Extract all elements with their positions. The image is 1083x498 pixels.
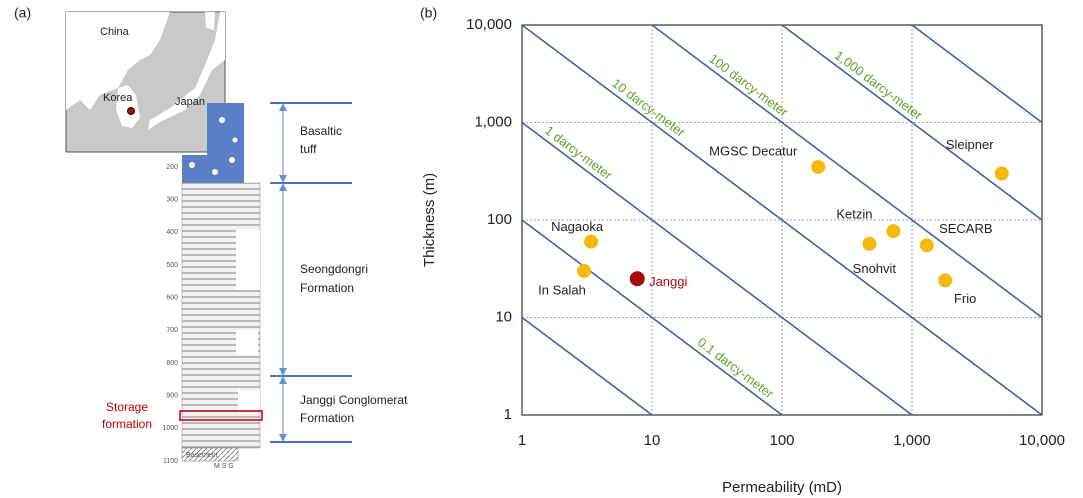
data-point <box>862 236 877 251</box>
depth-tick-label: 600 <box>166 295 178 302</box>
y-tick-label: 1,000 <box>474 113 512 130</box>
map-label: Korea <box>103 92 133 104</box>
x-axis-label: Permeability (mD) <box>722 479 842 496</box>
point-label: Janggi <box>649 274 687 289</box>
data-point <box>584 234 599 249</box>
iso-line <box>651 24 1043 319</box>
depth-tick-label: 700 <box>166 327 178 334</box>
depth-tick-label: 1000 <box>162 425 178 432</box>
point-label: Sleipner <box>946 137 994 152</box>
data-point <box>577 263 592 278</box>
data-point <box>886 224 901 239</box>
point-label: SECARB <box>939 221 992 236</box>
unit-label: Seongdongri <box>300 262 368 276</box>
depth-tick-label: 1100 <box>163 458 178 465</box>
basement-label: Basement <box>186 452 218 459</box>
depth-tick-label: 400 <box>166 229 178 236</box>
y-axis-label: Thickness (m) <box>421 173 438 267</box>
storage-label: formation <box>102 417 152 431</box>
strat-column: Basement M S G Storage formation Basalti… <box>102 102 408 470</box>
x-tick-label: 100 <box>769 432 794 449</box>
data-point <box>919 238 934 253</box>
iso-line <box>521 121 913 416</box>
depth-tick-label: 900 <box>166 393 178 400</box>
data-point <box>938 273 953 288</box>
panel-label: (b) <box>420 5 437 21</box>
iso-line <box>521 316 653 416</box>
iso-label: 100 darcy-meter <box>706 51 791 120</box>
data-point <box>811 159 826 174</box>
data-point <box>994 166 1009 181</box>
unit-label: Basaltic <box>300 124 342 138</box>
iso-label: 10 darcy-meter <box>609 75 688 140</box>
iso-line <box>781 24 1043 221</box>
point-label: Ketzin <box>836 207 872 222</box>
y-tick-label: 1 <box>504 406 512 423</box>
y-tick-label: 10,000 <box>466 16 512 33</box>
iso-label: 0.1 darcy-meter <box>695 335 777 402</box>
unit-label: Janggi Conglomerat <box>300 393 408 407</box>
point-label: In Salah <box>538 282 586 297</box>
iso-line <box>911 24 1043 124</box>
point-label: Nagaoka <box>551 219 604 234</box>
unit-label: Formation <box>300 281 354 295</box>
x-tick-label: 1,000 <box>893 432 931 449</box>
iso-line <box>521 24 1043 416</box>
map: China Korea Japan <box>65 11 226 153</box>
point-label: Snohvit <box>853 261 897 276</box>
point-label: Frio <box>954 291 976 306</box>
depth-tick-label: 300 <box>166 197 178 204</box>
unit-label: tuff <box>300 142 317 156</box>
x-tick-label: 10,000 <box>1019 432 1065 449</box>
depth-tick-label: 500 <box>166 262 178 269</box>
depth-tick-label: 800 <box>166 360 178 367</box>
column-letters: M S G <box>214 463 234 470</box>
iso-label: 1 darcy-meter <box>542 123 616 184</box>
x-tick-label: 10 <box>644 432 661 449</box>
depth-tick-label: 200 <box>166 164 178 171</box>
iso-line <box>521 219 783 416</box>
point-label: MGSC Decatur <box>709 143 798 158</box>
unit-label: Formation <box>300 411 354 425</box>
x-tick-label: 1 <box>518 432 526 449</box>
data-point <box>629 271 645 287</box>
y-tick-label: 100 <box>487 211 512 228</box>
map-label: Japan <box>175 96 205 108</box>
map-label: China <box>100 26 130 38</box>
panel-label: (a) <box>14 5 31 21</box>
storage-label: Storage <box>106 400 148 414</box>
y-tick-label: 10 <box>495 308 512 325</box>
